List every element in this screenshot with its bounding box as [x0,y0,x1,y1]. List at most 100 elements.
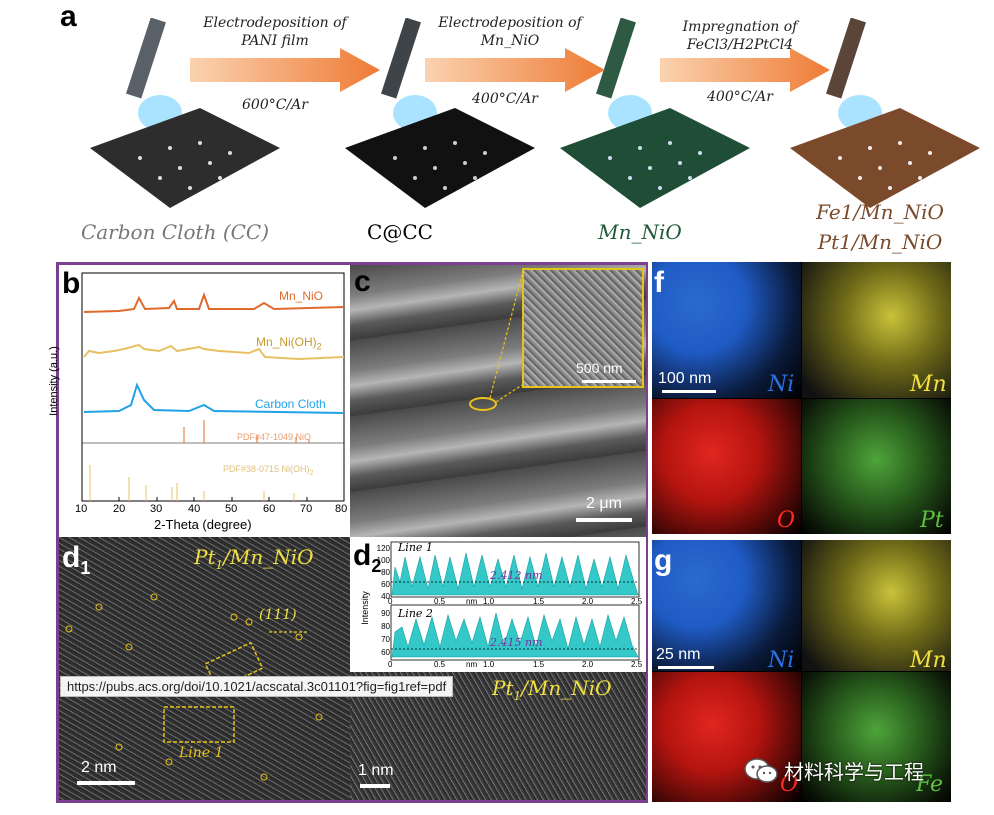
ytick-40: 40 [381,592,390,601]
panel-a-letter: a [60,0,77,33]
step-label-fe1: Fe1/Mn_NiO [816,200,944,224]
arrow-3-bottom: 400°C/Ar [707,89,773,105]
d2-line2-spacing: 2.415 nm [490,636,543,649]
ytick-80: 80 [381,568,390,577]
d1-sub: 1 [80,558,91,578]
xtick-60: 60 [263,503,276,515]
xtick2-25: 2.5 [631,660,643,669]
d2-sub: 2 [371,556,382,576]
eds-g-o [652,672,801,802]
xtick-70: 70 [300,503,313,515]
xrd-label-mn-nio: Mn_NiO [279,289,324,303]
source-url-tooltip: https://pubs.acs.org/doi/10.1021/acscata… [60,676,454,697]
step-label-c-cc: C@CC [367,220,433,244]
e-scale-label: 1 nm [358,762,394,779]
c-cc-image [335,17,535,208]
arrow-2-label: Electrodeposition of Mn_NiO [425,14,595,50]
ytick-120: 120 [376,544,390,553]
f-scale-label: 100 nm [658,370,712,387]
g-label-o: O [780,772,799,797]
g-label-fe: Fe [916,772,944,797]
sem-highlight [469,274,523,411]
xtick2-15: 1.5 [533,660,545,669]
ytick-100: 100 [376,556,390,565]
d2-line2-name: Line 2 [398,607,433,620]
mn-nio-image [550,17,750,208]
xtick-80: 80 [335,503,348,515]
arrow-1-label: Electrodeposition of PANI film [190,14,360,50]
watermark: 材料科学与工程 [744,756,924,785]
d1-line1-label: Line 1 [179,745,224,761]
xtick2-0: 0 [388,660,393,669]
xrd-label-pdf-ni-oh: PDF#38-0715 Ni(OH)2 [223,464,314,477]
eds-f-ni [652,262,801,398]
eds-map-g: g 25 nm Ni Mn O Fe [652,540,951,802]
f-scale-bar [662,390,716,393]
ytick2-60: 60 [381,648,390,657]
sem-inset: 500 nm [522,268,644,388]
d1-scale-label: 2 nm [81,759,117,776]
eds-g-fe [802,672,951,802]
eds-g-mn [802,540,951,671]
xrd-label-carbon-cloth: Carbon Cloth [255,397,326,411]
arrow-1-top: Electrodeposition of [203,15,347,31]
xtick2-05: 0.5 [434,660,446,669]
d2-line1-yticks: 120 100 80 60 40 [372,543,390,603]
xtick2-20: 2.0 [582,660,594,669]
xtick2-10: 1.0 [483,660,495,669]
arrow-3-top: Impregnation of [682,19,798,35]
xtick1-05: 0.5 [434,597,446,606]
process-arrow-1 [190,48,380,96]
sem-image: c 500 nm 2 μm [350,265,646,537]
panel-g-letter: g [654,544,673,577]
xrd-label-mn-ni-oh: Mn_Ni(OH)2 [256,335,322,352]
sem-scale-bar [576,518,632,522]
fe-pt-mn-nio-image [780,17,980,208]
ytick2-80: 80 [381,622,390,631]
step-label-pt1: Pt1/Mn_NiO [817,230,943,254]
xtick1-25: 2.5 [631,597,643,606]
xtick-20: 20 [113,503,126,515]
xtick1-15: 1.5 [533,597,545,606]
panels-b-e-frame [56,262,648,803]
d2-line1-name: Line 1 [398,541,433,554]
process-arrow-2 [425,48,605,96]
watermark-text: 材料科学与工程 [784,760,924,784]
arrow-1-top2: PANI film [241,33,309,49]
haadf-image-d1: d1 Pt1/Mn_NiO (111) Line 1 2 nm [59,537,350,800]
arrow-3-top2: FeCl3/H2PtCl4 [686,37,794,53]
d1-letter: d [62,541,81,574]
xtick-50: 50 [225,503,238,515]
g-scale-bar [658,666,714,669]
arrow-2-bottom: 400°C/Ar [472,91,538,107]
eds-f-pt [802,399,951,534]
xtick-10: 10 [75,503,88,515]
inset-scale-label: 500 nm [576,360,623,376]
arrow-2-top: Electrodeposition of [438,15,582,31]
f-label-ni: Ni [768,372,795,397]
ytick2-90: 90 [381,609,390,618]
process-arrow-3 [660,48,830,96]
xtick-30: 30 [150,503,163,515]
eds-map-f: f 100 nm Ni Mn O Pt [652,262,951,534]
xtick-40: 40 [188,503,201,515]
f-label-pt: Pt [920,508,944,533]
xrd-panel: b Mn_NiO Mn_Ni(OH)2 Carbon Cloth PDF#47-… [48,265,350,537]
step-label-mn-nio: Mn_NiO [598,220,682,244]
panel-d2-letter: d2 [353,539,381,577]
panel-f-letter: f [654,266,664,299]
xtick1-10: 1.0 [483,597,495,606]
step-label-cc: Carbon Cloth (CC) [80,220,270,244]
eds-f-mn [802,262,951,398]
g-label-ni: Ni [768,648,795,673]
d1-scale-bar [77,781,135,785]
eds-f-o [652,399,801,534]
inset-scale-bar [582,380,636,383]
e-scale-bar [360,784,390,788]
g-scale-label: 25 nm [656,646,701,663]
xrd-xlabel: 2-Theta (degree) [154,517,252,532]
carbon-cloth-image [80,17,280,208]
wechat-icon [744,757,778,785]
xtick1-0: 0 [388,597,393,606]
d1-plane-label: (111) [259,607,297,623]
